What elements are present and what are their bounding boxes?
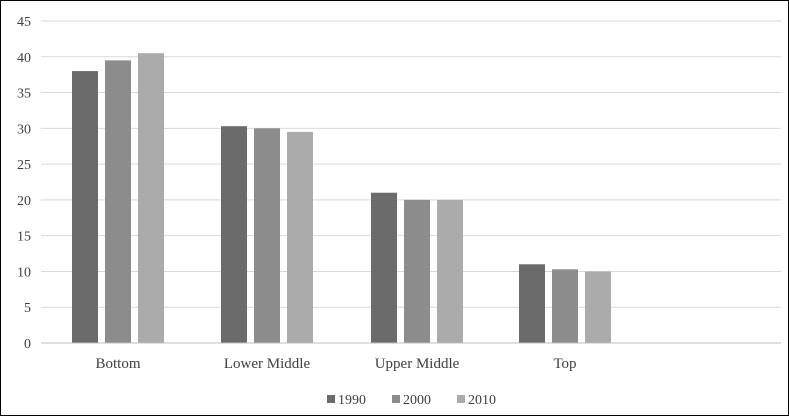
y-tick-label: 15	[17, 230, 31, 245]
bar-top-1990	[519, 264, 545, 343]
legend-label-2010: 2010	[468, 393, 496, 408]
y-axis-tick-labels: 0 5 10 15 20 25 30 35 40 45	[17, 15, 31, 352]
category-label: Upper Middle	[375, 356, 460, 372]
bar-upper-middle-1990	[371, 192, 397, 343]
legend-swatch-1990	[327, 395, 335, 403]
y-tick-label: 20	[17, 194, 31, 209]
category-label: Lower Middle	[224, 356, 311, 372]
y-tick-label: 35	[17, 87, 31, 102]
legend-swatch-2010	[457, 395, 465, 403]
y-tick-label: 5	[24, 301, 31, 316]
legend-label-1990: 1990	[338, 393, 366, 408]
legend-swatch-2000	[392, 395, 400, 403]
bar-lower-middle-2010	[287, 131, 313, 343]
x-axis-category-labels: Bottom Lower Middle Upper Middle Top	[95, 356, 576, 372]
bar-bottom-2010	[138, 53, 164, 343]
y-tick-label: 45	[17, 15, 31, 30]
category-label: Top	[553, 356, 576, 372]
bar-lower-middle-2000	[254, 128, 280, 343]
legend: 1990 2000 2010	[327, 393, 496, 408]
bar-upper-middle-2000	[404, 199, 430, 343]
y-tick-label: 30	[17, 122, 31, 137]
bar-lower-middle-1990	[221, 126, 247, 343]
y-tick-label: 25	[17, 158, 31, 173]
category-label: Bottom	[95, 356, 140, 372]
y-tick-label: 40	[17, 51, 31, 66]
y-tick-label: 10	[17, 265, 31, 280]
bars	[72, 53, 611, 343]
bar-upper-middle-2010	[437, 199, 463, 343]
legend-label-2000: 2000	[403, 393, 431, 408]
bar-bottom-2000	[105, 60, 131, 343]
bar-top-2010	[585, 271, 611, 343]
y-tick-label: 0	[24, 337, 31, 352]
bar-bottom-1990	[72, 71, 98, 343]
gridlines	[41, 20, 781, 308]
bar-top-2000	[552, 269, 578, 343]
